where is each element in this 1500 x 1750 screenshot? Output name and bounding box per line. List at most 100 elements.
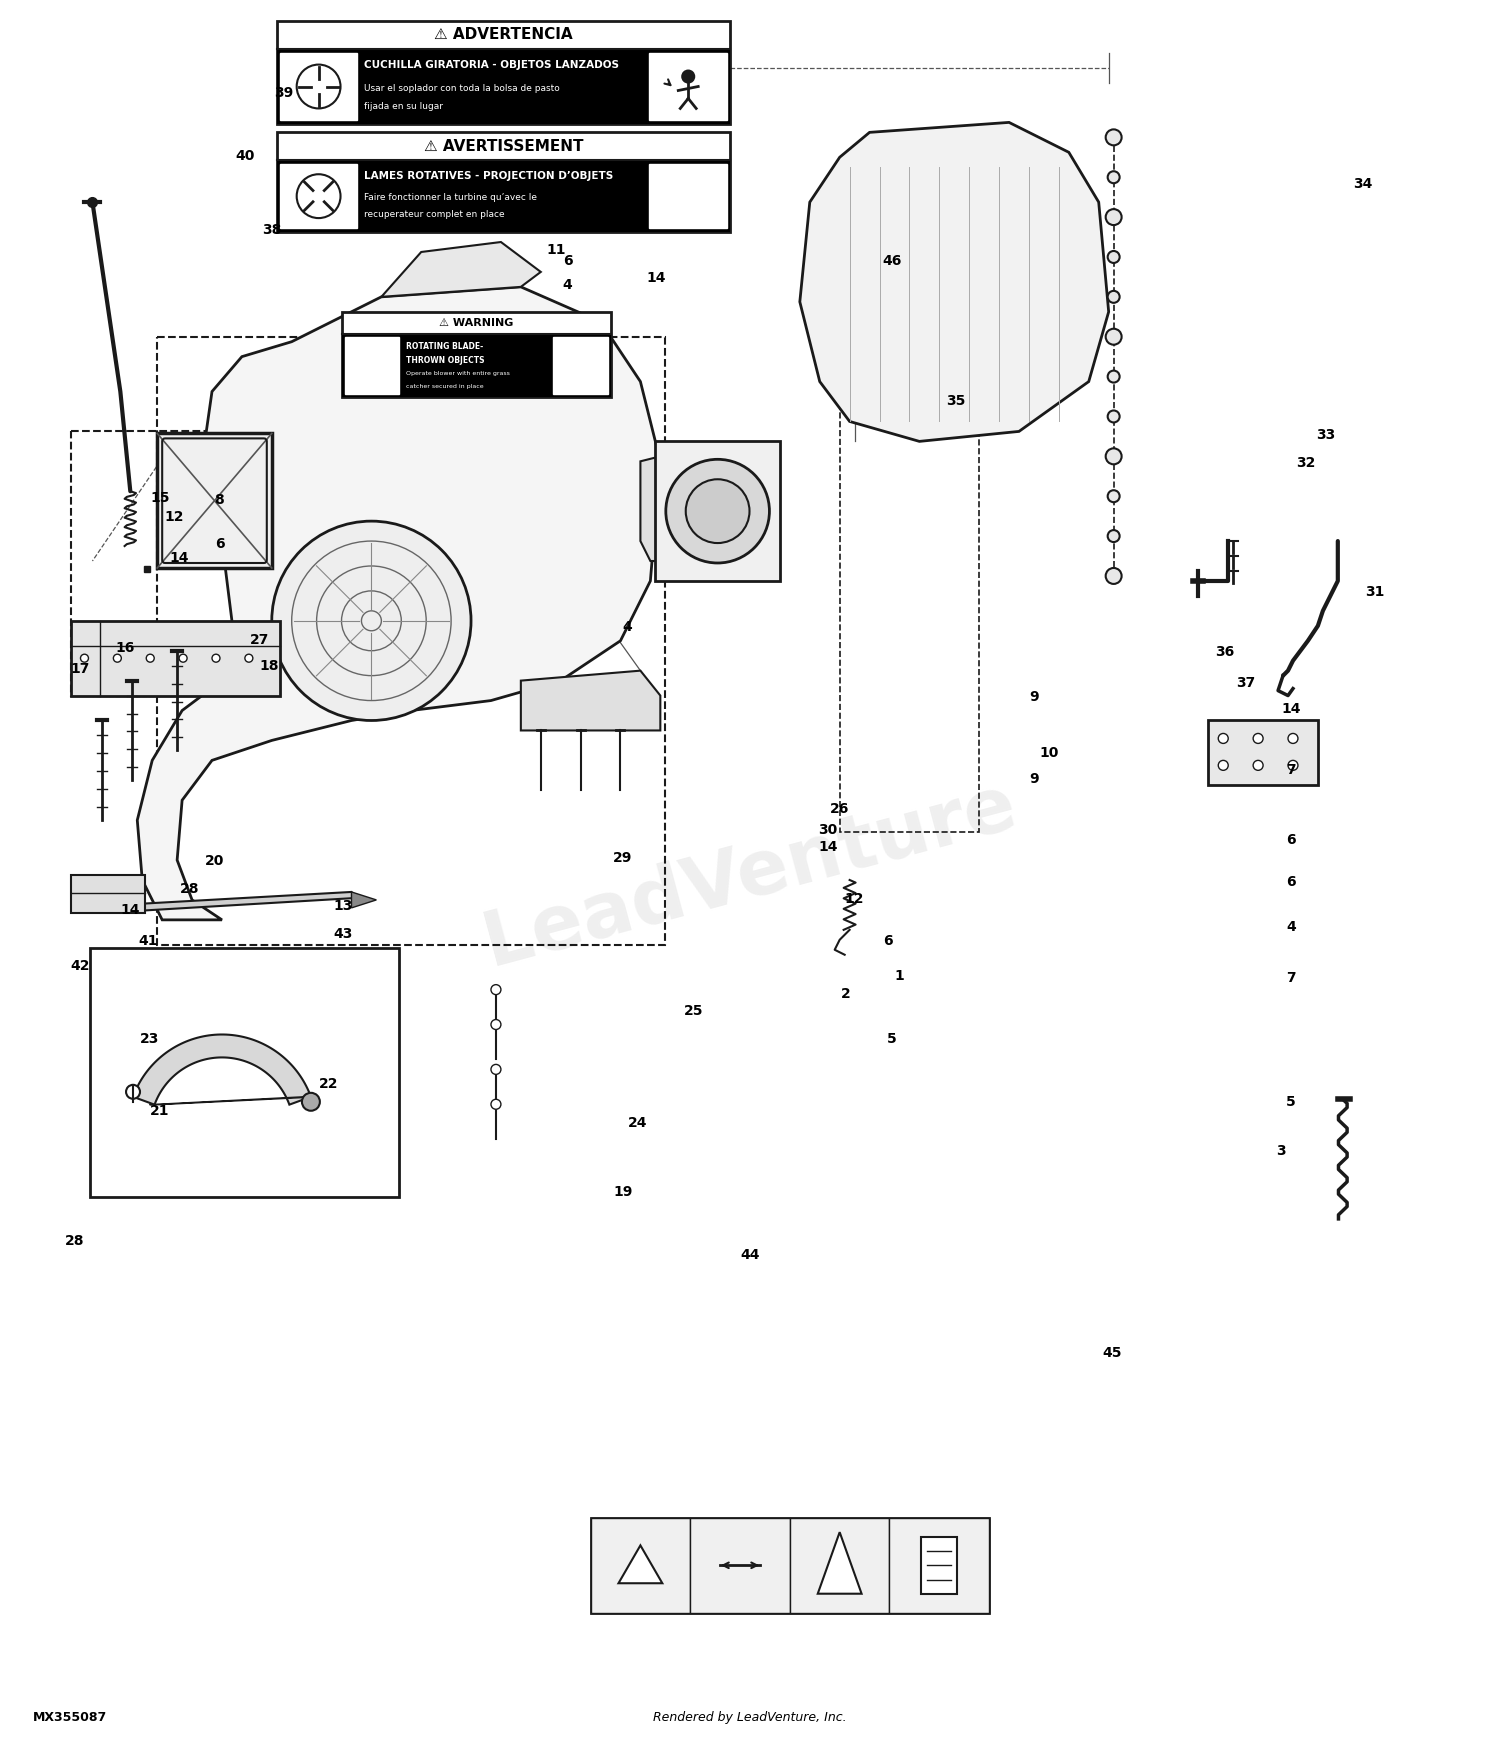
- Text: 41: 41: [138, 934, 158, 948]
- Text: 34: 34: [1353, 177, 1372, 191]
- Circle shape: [1106, 448, 1122, 464]
- Circle shape: [1288, 733, 1298, 744]
- Circle shape: [1106, 208, 1122, 226]
- Text: 16: 16: [116, 640, 135, 654]
- Text: 14: 14: [1281, 702, 1300, 716]
- Polygon shape: [150, 1097, 320, 1104]
- Text: 22: 22: [320, 1078, 339, 1092]
- Polygon shape: [134, 1034, 310, 1104]
- Bar: [345, 336, 399, 394]
- Text: 14: 14: [818, 840, 837, 854]
- Text: 17: 17: [70, 662, 90, 676]
- Bar: [279, 52, 357, 121]
- Circle shape: [666, 458, 770, 564]
- Text: 32: 32: [1296, 457, 1316, 471]
- Text: Faire fonctionner la turbine qu’avec le: Faire fonctionner la turbine qu’avec le: [364, 192, 537, 201]
- Circle shape: [81, 654, 88, 662]
- Circle shape: [244, 654, 254, 662]
- Circle shape: [1106, 569, 1122, 584]
- Text: 23: 23: [140, 1032, 159, 1046]
- Text: 18: 18: [260, 658, 279, 672]
- Bar: [278, 133, 730, 233]
- Polygon shape: [618, 1545, 663, 1584]
- Text: 14: 14: [170, 551, 189, 565]
- Circle shape: [1106, 130, 1122, 145]
- Polygon shape: [818, 1533, 861, 1594]
- Circle shape: [1218, 733, 1228, 744]
- Text: 6: 6: [214, 537, 225, 551]
- Text: 38: 38: [262, 222, 282, 236]
- Polygon shape: [120, 892, 357, 912]
- Text: 7: 7: [1286, 971, 1296, 985]
- Text: 6: 6: [1286, 875, 1296, 889]
- Circle shape: [211, 654, 220, 662]
- Circle shape: [297, 175, 340, 219]
- Text: CUCHILLA GIRATORIA - OBJETOS LANZADOS: CUCHILLA GIRATORIA - OBJETOS LANZADOS: [364, 60, 620, 70]
- Text: 24: 24: [628, 1116, 648, 1130]
- Bar: [342, 312, 610, 397]
- Circle shape: [126, 1085, 140, 1099]
- Text: 11: 11: [546, 243, 566, 257]
- Text: LAMES ROTATIVES - PROJECTION D’OBJETS: LAMES ROTATIVES - PROJECTION D’OBJETS: [364, 172, 614, 180]
- Text: 14: 14: [646, 271, 666, 285]
- Text: 35: 35: [946, 394, 966, 408]
- Text: 6: 6: [1286, 833, 1296, 847]
- FancyBboxPatch shape: [158, 434, 272, 569]
- Text: 27: 27: [251, 632, 270, 646]
- Polygon shape: [351, 892, 376, 908]
- Text: 20: 20: [206, 854, 225, 868]
- Bar: [840, 383, 980, 833]
- Text: 6: 6: [882, 934, 892, 948]
- Text: 2: 2: [842, 987, 850, 1001]
- Text: 7: 7: [1286, 763, 1296, 777]
- Text: 43: 43: [334, 928, 352, 942]
- Text: 40: 40: [236, 149, 255, 163]
- Text: 3: 3: [1275, 1143, 1286, 1157]
- Bar: [690, 1517, 790, 1614]
- Bar: [890, 1517, 989, 1614]
- Text: 9: 9: [1029, 772, 1039, 786]
- Text: 12: 12: [844, 892, 864, 906]
- Text: 44: 44: [741, 1248, 759, 1262]
- Bar: [158, 336, 666, 945]
- Text: 39: 39: [274, 86, 294, 100]
- Circle shape: [1288, 760, 1298, 770]
- Text: 14: 14: [120, 903, 140, 917]
- Text: 37: 37: [1236, 676, 1256, 690]
- Text: 33: 33: [1316, 429, 1335, 443]
- Text: 28: 28: [64, 1234, 84, 1248]
- Text: 26: 26: [830, 802, 849, 816]
- Circle shape: [490, 1020, 501, 1029]
- Bar: [278, 161, 730, 233]
- Text: 45: 45: [1102, 1346, 1122, 1360]
- Circle shape: [178, 654, 188, 662]
- Text: 6: 6: [562, 254, 573, 268]
- FancyBboxPatch shape: [70, 621, 279, 695]
- Text: LeadVenture: LeadVenture: [476, 768, 1024, 982]
- Polygon shape: [138, 287, 660, 920]
- Circle shape: [272, 522, 471, 721]
- Bar: [90, 949, 399, 1197]
- Circle shape: [686, 480, 750, 542]
- Bar: [278, 21, 730, 124]
- Circle shape: [490, 985, 501, 994]
- Text: 46: 46: [882, 254, 902, 268]
- Circle shape: [490, 1064, 501, 1074]
- Polygon shape: [520, 670, 660, 730]
- Bar: [552, 336, 608, 394]
- Text: 9: 9: [1029, 690, 1039, 704]
- Text: 15: 15: [150, 492, 170, 506]
- Bar: [650, 164, 728, 228]
- Circle shape: [1107, 172, 1119, 184]
- Text: 21: 21: [150, 1104, 170, 1118]
- Text: 36: 36: [1215, 644, 1234, 658]
- Text: 5: 5: [886, 1032, 897, 1046]
- Circle shape: [302, 1092, 320, 1111]
- Circle shape: [1252, 733, 1263, 744]
- Text: Rendered by LeadVenture, Inc.: Rendered by LeadVenture, Inc.: [652, 1712, 847, 1724]
- FancyBboxPatch shape: [656, 441, 780, 581]
- Circle shape: [114, 654, 122, 662]
- Text: 29: 29: [614, 850, 633, 864]
- Circle shape: [1107, 250, 1119, 262]
- Bar: [650, 52, 728, 121]
